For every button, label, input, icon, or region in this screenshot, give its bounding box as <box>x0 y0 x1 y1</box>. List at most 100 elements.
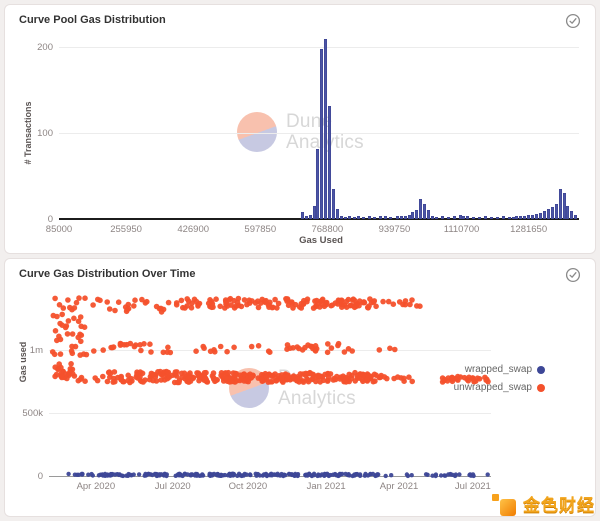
histogram-bar <box>415 210 419 219</box>
scatter-point-unwrapped_swap <box>300 300 307 307</box>
scatter-point-unwrapped_swap <box>364 304 371 311</box>
legend-item-wrapped-swap[interactable]: wrapped_swap <box>454 364 545 375</box>
scatter-point-unwrapped_swap <box>305 342 311 348</box>
legend-item-unwrapped-swap[interactable]: unwrapped_swap <box>454 382 545 393</box>
histogram-bar <box>511 217 515 219</box>
scatter-point-unwrapped_swap <box>312 343 319 349</box>
scatter-point-wrapped_swap <box>235 473 240 478</box>
scatter-point-wrapped_swap <box>376 472 381 477</box>
scatter-point-wrapped_swap <box>268 472 273 477</box>
scatter-point-wrapped_swap <box>175 472 180 477</box>
scatter-point-wrapped_swap <box>289 472 295 478</box>
scatter-point-unwrapped_swap <box>210 370 217 376</box>
histogram-bar <box>452 215 456 219</box>
histogram-bar <box>347 216 351 219</box>
histogram-bar <box>399 215 403 219</box>
scatter-point-wrapped_swap <box>194 473 200 478</box>
scatter-point-unwrapped_swap <box>165 369 172 376</box>
scatter-point-unwrapped_swap <box>246 297 252 303</box>
histogram-bar <box>427 210 431 219</box>
histogram-bar <box>419 199 423 219</box>
scatter-point-unwrapped_swap <box>77 331 83 338</box>
scatter-point-unwrapped_swap <box>118 374 124 381</box>
scatter-point-unwrapped_swap <box>273 378 280 384</box>
scatter-point-unwrapped_swap <box>319 297 325 304</box>
scatter-point-unwrapped_swap <box>104 299 110 305</box>
scatter-point-wrapped_swap <box>217 473 222 478</box>
scatter-point-unwrapped_swap <box>357 371 364 377</box>
jinse-logo-icon <box>492 492 516 516</box>
scatter-point-unwrapped_swap <box>231 344 237 351</box>
histogram-bar <box>507 217 511 219</box>
histogram-bar <box>378 215 382 219</box>
scatter-point-unwrapped_swap <box>106 306 113 312</box>
scatter-point-unwrapped_swap <box>59 311 65 318</box>
scatter-point-unwrapped_swap <box>141 341 147 347</box>
histogram-bar <box>362 217 366 219</box>
scatter-point-unwrapped_swap <box>385 298 392 305</box>
scatter-point-wrapped_swap <box>129 473 134 478</box>
chart-card-gas-over-time: Curve Gas Distribution Over Time Dune An… <box>4 258 596 517</box>
scatter-point-unwrapped_swap <box>115 299 122 305</box>
scatter-point-unwrapped_swap <box>294 344 301 350</box>
scatter-point-unwrapped_swap <box>104 378 111 385</box>
scatter-point-unwrapped_swap <box>71 305 78 311</box>
scatter-point-unwrapped_swap <box>217 343 224 350</box>
scatter-point-unwrapped_swap <box>317 373 323 379</box>
scatter-point-unwrapped_swap <box>310 372 317 378</box>
scatter-point-unwrapped_swap <box>69 343 75 350</box>
chart-title: Curve Pool Gas Distribution <box>19 14 166 26</box>
scatter-point-wrapped_swap <box>72 472 78 477</box>
scatter-point-unwrapped_swap <box>67 369 73 375</box>
scatter-point-unwrapped_swap <box>212 349 218 355</box>
scatter-point-wrapped_swap <box>240 473 245 478</box>
scatter-point-unwrapped_swap <box>300 379 307 385</box>
histogram-bar <box>316 148 320 219</box>
scatter-point-unwrapped_swap <box>164 349 170 355</box>
scatter-point-wrapped_swap <box>200 472 205 477</box>
scatter-point-unwrapped_swap <box>82 295 88 301</box>
histogram-bar <box>523 215 527 219</box>
histogram-bar <box>304 215 308 219</box>
histogram-bar <box>357 216 361 219</box>
scatter-point-unwrapped_swap <box>57 351 64 357</box>
dune-watermark-line2: Analytics <box>278 388 356 409</box>
histogram-bar <box>373 217 377 219</box>
scatter-point-unwrapped_swap <box>165 299 172 306</box>
scatter-point-unwrapped_swap <box>407 301 413 308</box>
scatter-point-unwrapped_swap <box>349 348 356 354</box>
check-circle-icon[interactable] <box>565 267 581 283</box>
check-circle-icon[interactable] <box>565 13 581 29</box>
scatter-point-unwrapped_swap <box>138 347 144 354</box>
scatter-point-unwrapped_swap <box>65 297 71 303</box>
y-tick-label: 200 <box>37 42 53 53</box>
histogram-bar <box>435 217 439 219</box>
scatter-point-unwrapped_swap <box>356 302 362 309</box>
scatter-point-unwrapped_swap <box>294 376 301 383</box>
scatter-point-wrapped_swap <box>316 473 322 478</box>
scatter-point-unwrapped_swap <box>313 303 319 310</box>
y-tick-label: 0 <box>47 214 53 225</box>
scatter-point-unwrapped_swap <box>112 307 118 314</box>
scatter-point-unwrapped_swap <box>71 315 77 322</box>
scatter-point-unwrapped_swap <box>392 346 398 353</box>
histogram-bar <box>312 206 316 219</box>
x-tick-label: 939750 <box>378 224 411 235</box>
scatter-point-unwrapped_swap <box>376 347 383 353</box>
histogram-bar <box>343 217 347 219</box>
scatter-point-unwrapped_swap <box>90 302 96 308</box>
scatter-point-wrapped_swap <box>89 471 94 477</box>
scatter-point-unwrapped_swap <box>193 348 199 354</box>
histogram-bar <box>535 213 539 219</box>
scatter-point-unwrapped_swap <box>166 374 172 380</box>
histogram-bar <box>367 216 371 219</box>
scatter-point-unwrapped_swap <box>341 378 347 385</box>
scatter-point-unwrapped_swap <box>348 375 355 382</box>
scatter-point-unwrapped_swap <box>337 376 343 382</box>
scatter-point-unwrapped_swap <box>203 369 209 376</box>
histogram-bar <box>462 215 466 219</box>
histogram-bar <box>501 216 505 219</box>
scatter-point-wrapped_swap <box>136 472 142 477</box>
x-tick-label: Jul 2021 <box>454 481 491 492</box>
histogram-plot: 0 100 200 85000 255950 426900 597850 768800 9397… <box>5 5 595 253</box>
